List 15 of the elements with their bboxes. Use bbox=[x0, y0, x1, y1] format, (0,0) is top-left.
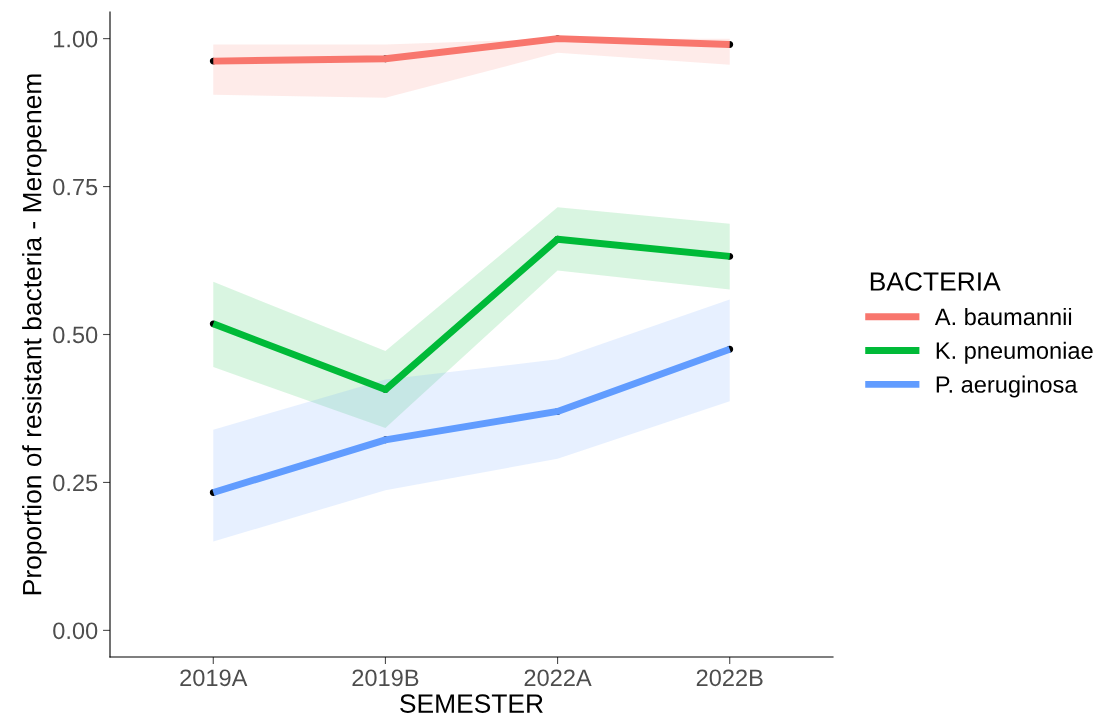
legend-label: P. aeruginosa bbox=[936, 375, 1078, 398]
y-tick-label: 1.00 bbox=[54, 30, 98, 48]
x-tick-label: 2022A bbox=[524, 669, 592, 687]
legend-label: K. pneumoniae bbox=[936, 341, 1093, 364]
x-axis-title: SEMESTER bbox=[400, 694, 543, 713]
y-tick-label: 0.50 bbox=[53, 326, 98, 344]
y-tick-label: 0.00 bbox=[53, 622, 98, 640]
y-tick-label: 0.25 bbox=[53, 474, 98, 492]
y-axis-title: Proportion of resistant bacteria - Meropenem bbox=[22, 74, 47, 595]
x-tick-label: 2019A bbox=[180, 669, 248, 687]
y-tick-label: 0.75 bbox=[53, 178, 98, 196]
legend-label: A. baumannii bbox=[934, 307, 1072, 326]
legend-title: BACTERIA bbox=[870, 272, 1001, 291]
x-tick-label: 2022B bbox=[696, 669, 763, 687]
x-tick-label: 2019B bbox=[352, 669, 419, 687]
